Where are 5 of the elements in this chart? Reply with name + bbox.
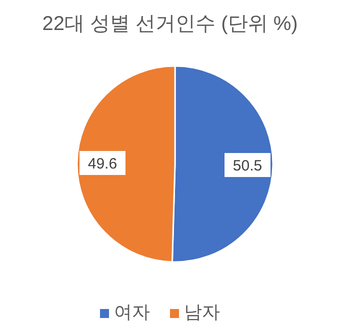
legend-label: 남자: [184, 302, 220, 322]
data-label: 50.5: [232, 158, 262, 175]
chart-title: 22대 성별 선거인수 (단위 %): [42, 13, 298, 35]
data-label: 49.6: [88, 155, 118, 172]
legend-label: 여자: [114, 302, 150, 322]
